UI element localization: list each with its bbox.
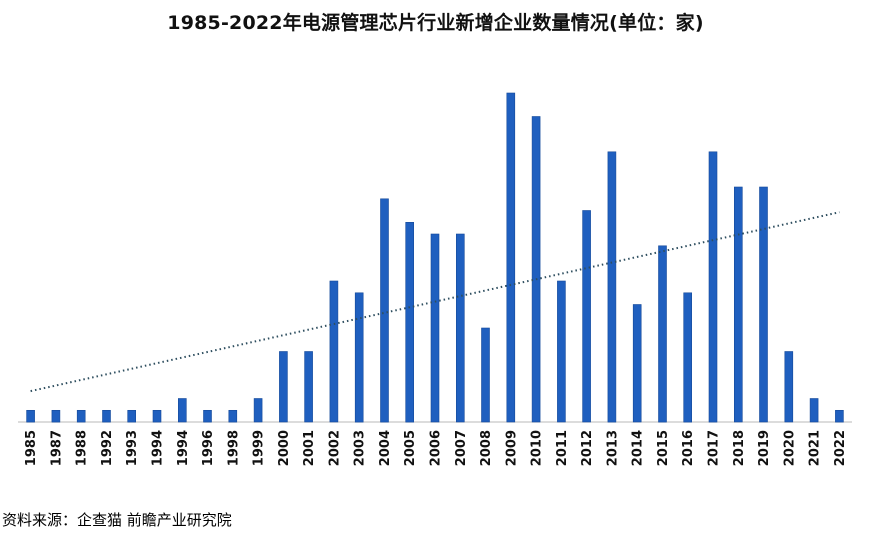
bar-2007-17	[455, 233, 465, 423]
bar-2005-15	[405, 222, 415, 423]
x-tick-label: 2018	[732, 430, 747, 466]
bar-2015-25	[658, 245, 667, 423]
bar-2003-13	[354, 292, 364, 423]
bar-1996-7	[203, 409, 212, 423]
x-tick-label: 1998	[226, 430, 241, 466]
x-tick-label: 1994	[151, 430, 166, 466]
x-tick-label: 2004	[378, 430, 393, 466]
x-tick-label: 2007	[454, 430, 469, 466]
bar-2014-24	[632, 304, 642, 423]
bar-2006-16	[430, 233, 440, 423]
x-tick-label: 2019	[757, 430, 772, 466]
x-tick-label: 1985	[24, 430, 39, 466]
x-tick-label: 2010	[530, 430, 545, 466]
bar-1998-8	[228, 409, 238, 423]
x-tick-label: 1994	[176, 430, 191, 466]
bar-2004-14	[380, 198, 389, 423]
x-tick-labels: 1985 1987 1988 1992 1993 1994 1994 1996 1998 1999…	[24, 430, 848, 466]
source-note: 资料来源：企查猫 前瞻产业研究院	[2, 511, 232, 529]
bar-2011-21	[557, 280, 566, 423]
x-tick-label: 1993	[125, 430, 140, 466]
bar-2017-27	[708, 151, 718, 423]
bar-2009-19	[506, 92, 516, 423]
x-tick-label: 1996	[201, 430, 216, 466]
bar-2002-12	[329, 280, 339, 423]
x-tick-label: 2000	[277, 430, 292, 466]
chart-title: 1985-2022年电源管理芯片行业新增企业数量情况(单位：家)	[167, 12, 704, 34]
x-tick-label: 2017	[707, 430, 722, 466]
trendline	[30, 211, 840, 393]
bar-2000-10	[279, 351, 288, 423]
bar-2019-29	[759, 186, 768, 423]
x-tick-label: 2002	[327, 430, 342, 466]
bar-1987-1	[51, 409, 61, 423]
bar-2013-23	[607, 151, 617, 423]
x-tick-label: 1999	[252, 430, 267, 466]
x-tick-label: 1988	[75, 430, 90, 466]
bar-1999-9	[253, 398, 263, 423]
x-tick-label: 2009	[504, 430, 519, 466]
bar-2010-20	[531, 116, 541, 423]
bar-2016-26	[683, 292, 693, 423]
x-tick-label: 2013	[605, 430, 620, 466]
x-tick-label: 2015	[656, 430, 671, 466]
x-tick-label: 2011	[555, 430, 570, 466]
x-tick-label: 2021	[808, 430, 823, 466]
bar-1994-6	[178, 398, 187, 423]
bar-2020-30	[784, 351, 794, 423]
x-tick-label: 2022	[833, 430, 848, 466]
x-tick-label: 2020	[782, 430, 797, 466]
bar-1992-3	[102, 409, 111, 423]
x-tick-label: 2014	[631, 430, 646, 466]
bar-2012-22	[582, 210, 591, 423]
bar-2018-28	[733, 186, 743, 423]
x-tick-label: 2012	[580, 430, 595, 466]
x-tick-label: 1992	[100, 430, 115, 466]
bar-2021-31	[809, 398, 819, 423]
x-tick-label: 2008	[479, 430, 494, 466]
x-tick-label: 2001	[302, 430, 317, 466]
bar-2008-18	[481, 327, 490, 423]
bars-group	[26, 92, 844, 423]
x-tick-label: 2005	[403, 430, 418, 466]
x-tick-label: 1987	[49, 430, 64, 466]
bar-1993-4	[127, 409, 136, 423]
x-tick-label: 2006	[429, 430, 444, 466]
bar-2001-11	[304, 351, 313, 423]
bar-1994-5	[152, 409, 162, 423]
bar-1985-0	[26, 409, 35, 423]
bar-1988-2	[76, 409, 86, 423]
x-tick-label: 2003	[353, 430, 368, 466]
bar-2022-32	[835, 409, 844, 423]
x-tick-label: 2016	[681, 430, 696, 466]
